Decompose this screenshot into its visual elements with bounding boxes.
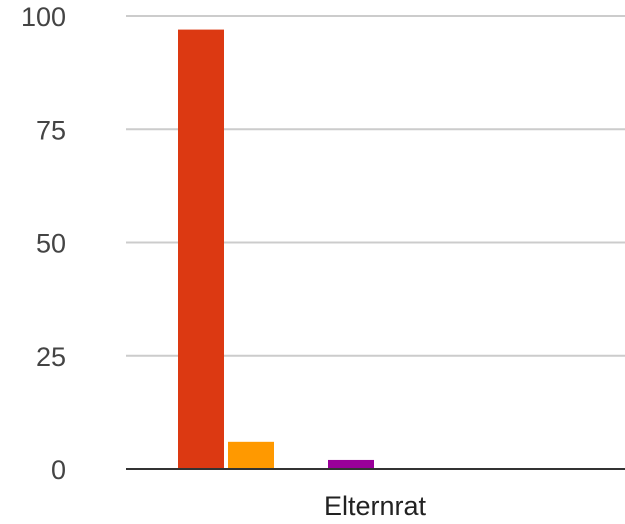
bar-series-2[interactable]	[228, 441, 274, 469]
y-tick-label: 75	[36, 115, 66, 145]
y-axis-tick-labels: 0 25 50 75 100	[21, 2, 66, 485]
x-category-label: Elternrat	[324, 491, 427, 521]
x-axis-category-labels: Elternrat	[324, 491, 427, 521]
y-tick-label: 100	[21, 2, 66, 32]
y-tick-label: 25	[36, 342, 66, 372]
bar-series-1[interactable]	[178, 29, 224, 470]
bars	[178, 29, 374, 470]
y-tick-label: 0	[51, 455, 66, 485]
y-tick-label: 50	[36, 229, 66, 259]
bar-series-4[interactable]	[328, 459, 374, 469]
